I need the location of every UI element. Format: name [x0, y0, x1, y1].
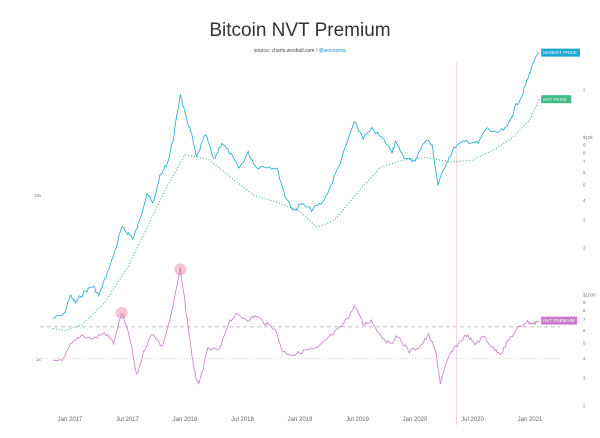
series-tag-1 — [541, 95, 572, 104]
price-axis-label-2: 9 — [583, 142, 586, 147]
x-tick-label-2: Jan 2018 — [173, 417, 198, 423]
premium-axis-label-8: 2 — [583, 404, 586, 409]
price-axis-label-8: 3 — [583, 218, 586, 223]
x-tick-label-1: Jul 2017 — [116, 417, 139, 423]
premium-axis-label-1: 9 — [583, 300, 586, 305]
premium-axis-label-4: 6 — [583, 328, 586, 333]
premium-axis-label-0: $1000 — [583, 293, 596, 298]
price-axis-label-6: 5 — [583, 183, 586, 188]
series-tag-label-1: NVT PRICE — [543, 97, 567, 102]
source-handle-link[interactable]: @woonomic — [318, 48, 347, 54]
price-axis-label-7: 4 — [583, 198, 586, 203]
series-line-nvt-premium — [52, 267, 540, 385]
source-text: source: charts.woobull.com / — [253, 48, 319, 54]
x-tick-label-4: Jan 2019 — [288, 417, 313, 423]
series-tag-label-2: NVT PREMIUM — [543, 318, 575, 323]
series-tag-0 — [541, 48, 580, 57]
chart-title: Bitcoin NVT Premium — [209, 20, 391, 41]
chart-labels: MARKET PRICE NVT PRICE NVT PREMIUM Jan 2017… — [34, 48, 596, 423]
x-tick-label-0: Jan 2017 — [58, 417, 83, 423]
x-tick-label-7: Jul 2020 — [461, 417, 484, 423]
premium-axis-label-6: 4 — [583, 356, 586, 361]
price-axis-label-5: 6 — [583, 170, 586, 175]
price-axis-label-3: 8 — [583, 150, 586, 155]
price-axis-label-1: $10k — [583, 135, 594, 140]
x-tick-label-8: Jan 2021 — [518, 417, 543, 423]
chart-source: source: charts.woobull.com / @woonomic — [0, 48, 600, 54]
series-tag-label-0: MARKET PRICE — [543, 50, 577, 55]
premium-axis-label-5: 5 — [583, 340, 586, 345]
series-line-nvt-price — [52, 98, 540, 332]
chart-marks — [52, 52, 540, 386]
x-tick-label-5: Jul 2019 — [346, 417, 369, 423]
premium-axis-label-2: 8 — [583, 308, 586, 313]
price-axis-label-0: 2 — [583, 88, 586, 93]
price-axis-label-4: 7 — [583, 160, 586, 165]
price-axis-label-9: 2 — [583, 246, 586, 251]
chart-grid — [40, 62, 560, 425]
x-tick-label-6: Jan 2020 — [403, 417, 428, 423]
x-tick-label-3: Jul 2018 — [231, 417, 254, 423]
premium-axis-label-3: 7 — [583, 317, 586, 322]
series-tag-2 — [541, 316, 578, 325]
left-axis-label-0: 10x — [34, 193, 42, 198]
left-axis-label-1: 1x — [36, 357, 42, 362]
premium-axis-label-7: 3 — [583, 376, 586, 381]
series-line-market-price — [52, 52, 540, 319]
